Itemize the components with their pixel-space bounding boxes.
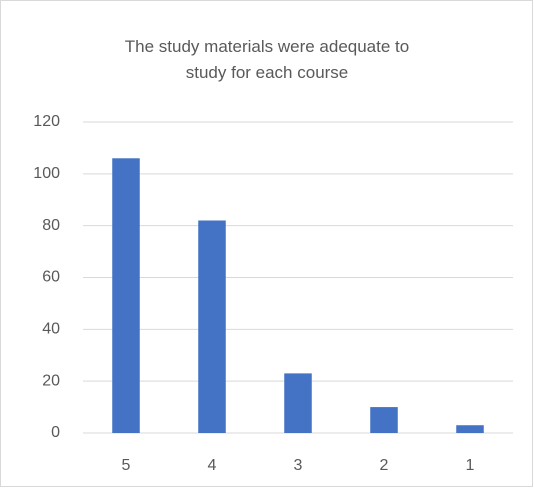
y-tick-label: 120: [33, 113, 60, 130]
y-tick-label: 40: [42, 321, 60, 338]
bar: [456, 425, 484, 433]
bar: [198, 220, 226, 433]
x-tick-label: 5: [122, 457, 131, 474]
bar: [370, 407, 398, 433]
y-tick-label: 60: [42, 269, 60, 286]
y-tick-label: 100: [33, 165, 60, 182]
bar: [284, 373, 312, 433]
x-tick-label: 1: [466, 457, 475, 474]
y-tick-label: 20: [42, 372, 60, 389]
bar: [112, 158, 140, 434]
y-tick-label: 0: [51, 424, 60, 441]
y-tick-label: 80: [42, 217, 60, 234]
x-tick-label: 4: [208, 457, 217, 474]
chart-title: The study materials were adequate to stu…: [124, 37, 410, 82]
x-tick-label: 3: [294, 457, 303, 474]
x-tick-label: 2: [380, 457, 389, 474]
